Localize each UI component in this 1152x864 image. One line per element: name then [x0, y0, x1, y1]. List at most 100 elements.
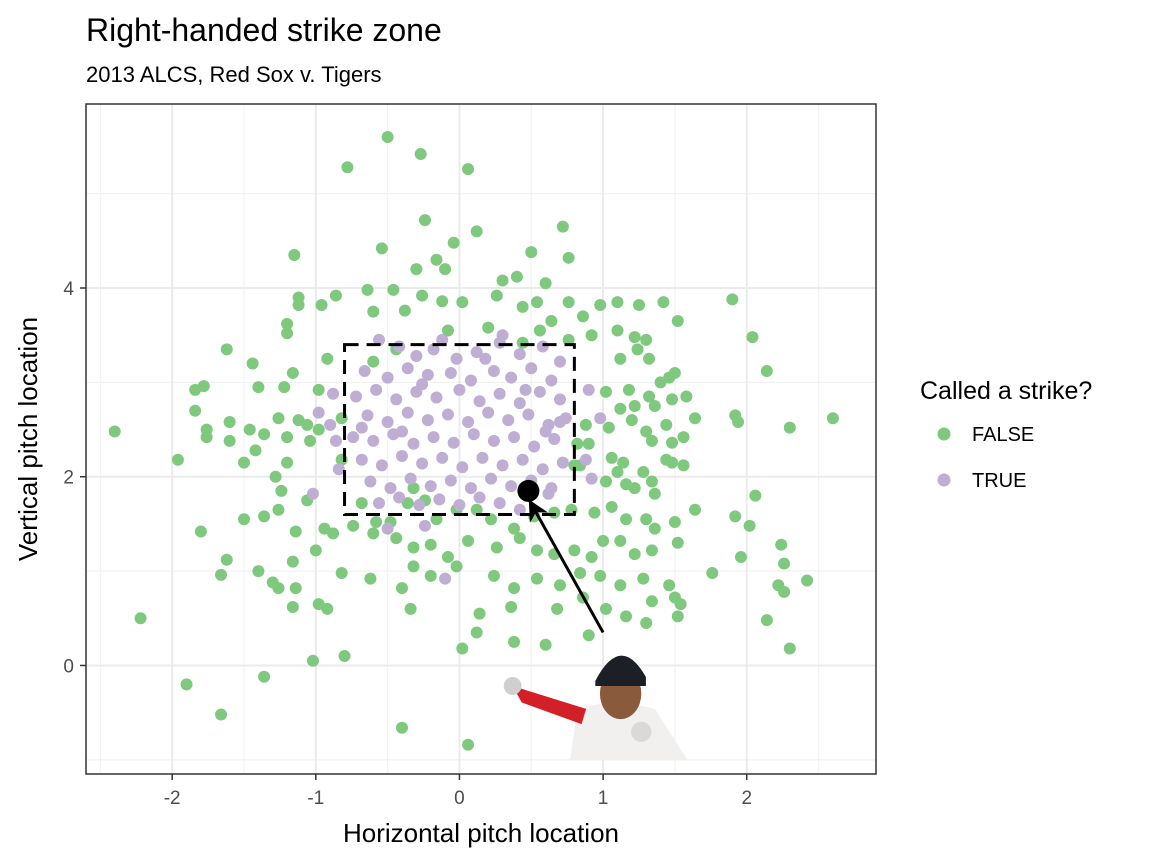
point-false	[605, 500, 618, 513]
point-false	[633, 299, 645, 311]
point-false	[783, 421, 796, 434]
point-false	[611, 296, 624, 309]
point-false	[238, 513, 250, 526]
point-true	[536, 340, 549, 353]
x-tick-label: -1	[307, 788, 324, 809]
point-false	[470, 225, 483, 238]
point-false	[189, 383, 202, 396]
point-false	[743, 519, 756, 532]
point-false	[281, 456, 294, 469]
point-false	[281, 431, 294, 444]
point-true	[410, 349, 423, 362]
point-false	[648, 487, 661, 500]
point-false	[364, 572, 377, 585]
point-false	[531, 572, 544, 585]
point-false	[663, 579, 676, 592]
axis-ticks: -2 -1 0 1 2 0 2 4	[63, 279, 752, 809]
point-true	[390, 393, 403, 406]
point-true	[444, 474, 457, 487]
point-false	[605, 451, 618, 464]
point-false	[281, 327, 294, 340]
point-false	[424, 538, 437, 551]
point-false	[568, 544, 581, 557]
point-false	[513, 532, 526, 545]
point-false	[485, 513, 498, 526]
point-false	[487, 569, 500, 582]
point-true	[393, 340, 406, 353]
point-true	[513, 503, 526, 516]
point-true	[554, 393, 566, 406]
point-false	[249, 444, 262, 457]
point-false	[508, 522, 521, 535]
point-false	[134, 612, 147, 625]
point-false	[778, 557, 791, 570]
point-false	[243, 423, 256, 436]
point-false	[304, 434, 317, 447]
x-tick-label: 0	[454, 788, 465, 809]
point-false	[508, 635, 521, 648]
point-true	[505, 480, 518, 493]
point-true	[413, 499, 426, 512]
point-true	[358, 365, 371, 378]
point-true	[528, 440, 541, 453]
point-false	[338, 650, 351, 663]
point-true	[361, 409, 374, 422]
point-false	[258, 670, 271, 683]
point-false	[272, 582, 285, 595]
point-false	[554, 579, 566, 592]
point-true	[476, 451, 489, 464]
point-false	[367, 527, 380, 540]
y-tick-label: 4	[63, 279, 74, 300]
point-false	[315, 299, 328, 311]
point-false	[312, 383, 325, 396]
point-true	[453, 499, 466, 512]
point-true	[421, 414, 434, 427]
point-true	[396, 425, 408, 438]
point-true	[393, 491, 406, 504]
point-false	[286, 366, 299, 379]
point-false	[657, 296, 670, 309]
point-false	[760, 614, 773, 627]
legend-key-true	[937, 473, 951, 487]
point-false	[602, 421, 615, 434]
point-false	[381, 131, 394, 144]
point-true	[407, 437, 420, 450]
point-true	[513, 348, 526, 361]
point-false	[531, 296, 544, 309]
point-false	[640, 425, 653, 438]
point-true	[396, 449, 408, 462]
point-true	[421, 368, 434, 381]
point-false	[660, 418, 673, 431]
point-false	[329, 289, 342, 302]
point-true	[355, 453, 368, 466]
point-false	[674, 598, 687, 611]
point-false	[617, 456, 630, 469]
point-false	[574, 567, 587, 579]
point-false	[430, 253, 443, 266]
point-false	[562, 333, 575, 346]
point-false	[585, 329, 598, 342]
point-false	[252, 381, 265, 394]
point-false	[286, 555, 299, 568]
point-false	[525, 246, 538, 259]
point-false	[614, 402, 627, 415]
point-false	[447, 236, 460, 249]
point-false	[496, 274, 509, 287]
point-false	[246, 357, 259, 370]
point-false	[441, 550, 454, 563]
point-true	[324, 418, 337, 431]
y-axis-title: Vertical pitch location	[13, 317, 43, 561]
point-true	[370, 383, 383, 396]
point-true	[401, 406, 414, 419]
point-false	[620, 513, 633, 526]
point-true	[441, 408, 454, 421]
point-true	[384, 482, 397, 495]
point-false	[516, 300, 529, 313]
point-true	[436, 451, 449, 464]
point-true	[381, 522, 394, 535]
point-true	[424, 480, 437, 493]
point-false	[614, 534, 627, 547]
point-true	[306, 487, 319, 500]
point-false	[671, 315, 684, 328]
strike-zone-box	[343, 343, 576, 516]
